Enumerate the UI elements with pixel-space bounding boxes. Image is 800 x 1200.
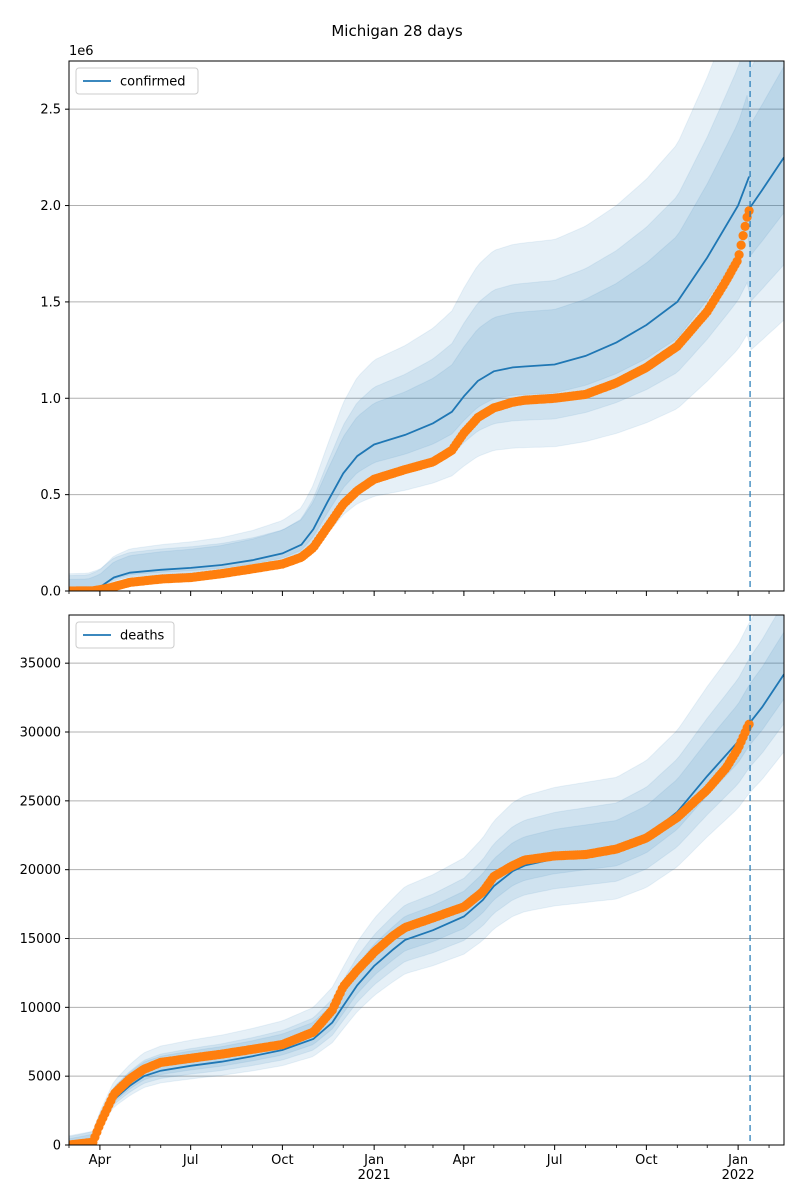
x-tick-label: Apr <box>89 1153 112 1168</box>
confidence-band-2 <box>69 615 784 1145</box>
y-tick-label: 0.5 <box>40 488 61 503</box>
y-tick-label: 30000 <box>20 726 61 741</box>
legend-box <box>75 621 175 649</box>
legend-label: confirmed <box>120 75 186 90</box>
legend-label: deaths <box>120 629 165 644</box>
y-tick-label: 5000 <box>28 1070 61 1085</box>
observed-point <box>740 221 750 231</box>
forecast-line <box>749 673 784 723</box>
y-tick-label: 10000 <box>20 1001 61 1016</box>
y-tick-label: 2.0 <box>40 199 61 214</box>
y-tick-label: 0 <box>53 1139 61 1154</box>
observed-point <box>736 240 746 250</box>
observed-point <box>738 231 748 241</box>
x-tick-label: Jan <box>727 1153 748 1168</box>
x-tick-label: Oct <box>271 1153 293 1168</box>
y-tick-label: 35000 <box>20 657 61 672</box>
deaths-panel: 0 5000 10000 15000 20000 25000 30000 35000 Apr Ju… <box>20 614 785 1183</box>
legend-box <box>75 67 199 95</box>
x-tick-label: Apr <box>453 1153 476 1168</box>
y-tick-label: 0.0 <box>40 585 61 600</box>
y-scale-label: 1e6 <box>69 44 94 59</box>
model-line <box>69 176 750 591</box>
x-tick-label: 2022 <box>722 1168 755 1183</box>
forecast-line <box>749 156 784 209</box>
observed-points <box>69 719 754 1145</box>
confidence-band-3 <box>69 630 784 1145</box>
observed-points <box>69 206 754 591</box>
axes-frame <box>68 60 785 592</box>
figure-title: Michigan 28 days <box>331 22 462 40</box>
x-tick-label: Jul <box>182 1153 199 1168</box>
confidence-band-1 <box>69 615 784 1145</box>
x-tick-label: Oct <box>635 1153 657 1168</box>
y-tick-label: 25000 <box>20 794 61 809</box>
y-tick-label: 20000 <box>20 863 61 878</box>
x-tick-label: Jan <box>363 1153 384 1168</box>
y-tick-label: 1.5 <box>40 295 61 310</box>
observed-point <box>734 250 744 260</box>
axes-frame <box>68 614 785 1146</box>
observed-point <box>744 719 754 729</box>
observed-point <box>744 206 754 216</box>
y-tick-label: 2.5 <box>40 103 61 118</box>
y-tick-label: 15000 <box>20 932 61 947</box>
legend: deaths <box>75 621 175 649</box>
plot-area <box>69 61 784 591</box>
y-tick-label: 1.0 <box>40 392 61 407</box>
legend: confirmed <box>75 67 199 95</box>
x-tick-label: 2021 <box>358 1168 391 1183</box>
x-tick-label: Jul <box>546 1153 563 1168</box>
confirmed-panel: 0.0 0.5 1.0 1.5 2.0 2.5 1e6 confirmed <box>40 44 785 600</box>
plot-area <box>69 615 784 1145</box>
